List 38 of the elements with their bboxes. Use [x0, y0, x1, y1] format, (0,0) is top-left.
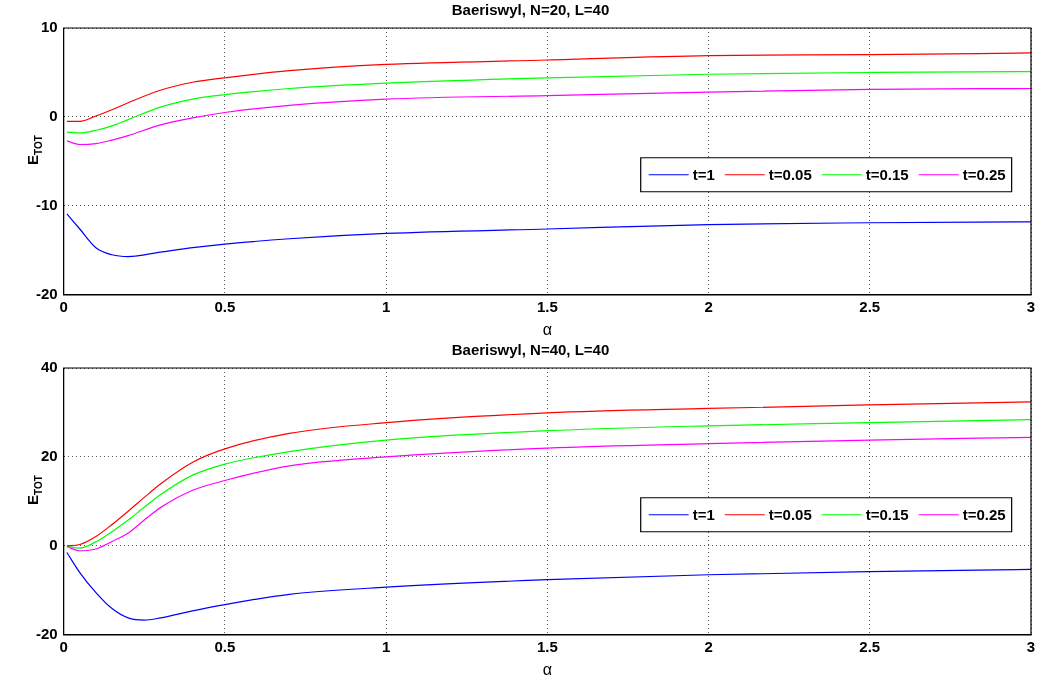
x-tick-label: 1: [381, 297, 391, 315]
line-series: [66, 52, 1031, 122]
x-tick-label: 1.5: [536, 637, 558, 655]
x-tick-label: 2.5: [859, 637, 881, 655]
legend-label: t=0.25: [962, 165, 1006, 183]
legend-label: t=0.25: [962, 505, 1006, 523]
y-tick-label: 20: [40, 447, 58, 465]
x-tick-label: 0.5: [214, 297, 236, 315]
legend-label: t=0.05: [768, 165, 812, 183]
chart-title: Baeriswyl, N=20, L=40: [451, 1, 610, 19]
y-tick-label: 0: [49, 107, 58, 125]
legend-label: t=1: [692, 505, 715, 523]
y-tick-label: -10: [35, 196, 58, 214]
x-tick-label: 2: [704, 297, 713, 315]
x-tick-label: 1: [381, 637, 391, 655]
y-tick-label: -20: [35, 624, 58, 642]
legend-label: t=0.15: [865, 165, 909, 183]
legend-label: t=0.05: [768, 505, 812, 523]
chart-title: Baeriswyl, N=40, L=40: [451, 341, 610, 359]
x-tick-label: 3: [1026, 637, 1036, 655]
line-series: [66, 70, 1031, 134]
line-series: [66, 551, 1031, 621]
x-tick-label: 2.5: [859, 297, 881, 315]
x-axis-title: α: [542, 660, 552, 678]
line-series: [66, 436, 1031, 552]
legend-label: t=1: [692, 165, 715, 183]
line-series: [66, 87, 1031, 146]
y-tick-label: -20: [35, 284, 58, 302]
legend-label: t=0.15: [865, 505, 909, 523]
x-tick-label: 1.5: [536, 297, 558, 315]
line-series: [66, 213, 1031, 258]
x-tick-label: 2: [704, 637, 713, 655]
x-tick-label: 0.5: [214, 637, 236, 655]
y-tick-label: 0: [49, 536, 58, 554]
x-tick-label: 3: [1026, 297, 1036, 315]
y-tick-label: 40: [40, 358, 58, 376]
x-axis-title: α: [542, 320, 552, 338]
y-tick-label: 10: [40, 18, 58, 36]
